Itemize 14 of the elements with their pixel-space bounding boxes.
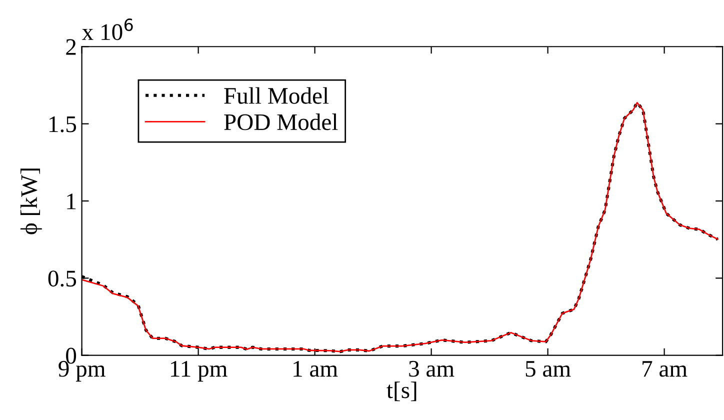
x-tick-label: 3 am [409, 360, 454, 377]
y-tick-label: 2 [66, 39, 76, 55]
legend-label: Full Model [224, 87, 329, 104]
y-tick-label: 0.5 [48, 270, 76, 287]
text: x 10$^{6}$ [82, 18, 133, 40]
y-tick-label: 1.5 [50, 116, 76, 132]
y-axis-title: ϕ [kW] [20, 168, 42, 234]
x-tick-label: 11 pm [170, 360, 228, 382]
y-tick-label: 1 [67, 194, 76, 210]
x-tick-label: 1 am [294, 360, 338, 377]
x-tick-label: 7 am [642, 361, 688, 377]
x-axis-title: t[s] [386, 382, 416, 402]
legend-label: POD Model [224, 114, 338, 130]
x-tick-label: 5 am [526, 361, 571, 377]
